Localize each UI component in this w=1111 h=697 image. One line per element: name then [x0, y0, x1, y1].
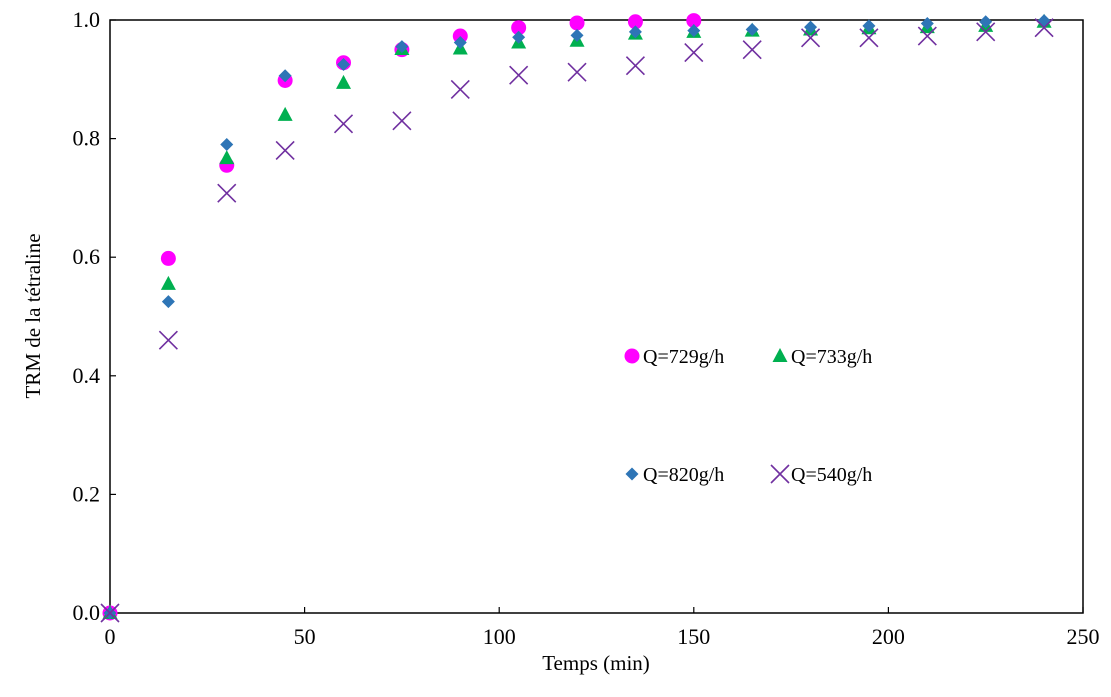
y-tick-label: 0.4	[73, 363, 101, 388]
data-point	[333, 114, 354, 134]
series-q-820g-h	[103, 14, 1051, 620]
axis-tick-labels: 0 50 100 150 200 250 0.0 0.2 0.4 0.6 0.8 1.0	[73, 7, 1100, 649]
axis-ticks	[109, 19, 1084, 614]
legend-label: Q=729g/h	[643, 346, 724, 368]
data-point	[859, 28, 879, 48]
data-point	[976, 22, 996, 42]
x-tick-label: 150	[677, 624, 710, 649]
legend-marker	[624, 348, 640, 364]
data-point	[920, 17, 934, 31]
data-point	[217, 183, 237, 203]
data-point	[917, 26, 937, 46]
legend: Q=729g/h Q=733g/h Q=820g/h Q=540g/h	[624, 346, 872, 486]
data-point	[509, 65, 529, 85]
data-point	[625, 56, 645, 76]
data-point	[742, 40, 762, 60]
data-point	[511, 20, 527, 36]
y-tick-label: 0.2	[73, 481, 101, 506]
data-point	[686, 13, 702, 29]
x-axis-title: Temps (min)	[542, 651, 650, 675]
legend-marker	[625, 467, 639, 481]
data-point	[800, 28, 821, 48]
legend-entry: Q=729g/h	[624, 346, 724, 368]
data-point	[687, 24, 701, 38]
data-point	[979, 15, 993, 29]
y-tick-label: 0.0	[73, 600, 101, 625]
x-tick-label: 0	[105, 624, 116, 649]
data-point	[450, 79, 470, 99]
data-point	[804, 20, 818, 34]
data-point	[220, 138, 234, 152]
data-point	[1034, 18, 1054, 38]
data-point	[219, 150, 235, 165]
x-tick-label: 200	[872, 624, 905, 649]
y-tick-label: 1.0	[73, 7, 101, 32]
data-point	[628, 25, 642, 39]
data-point	[278, 69, 292, 83]
data-marks	[100, 13, 1054, 623]
legend-entry: Q=820g/h	[625, 464, 724, 486]
data-point	[160, 250, 176, 266]
legend-label: Q=733g/h	[791, 346, 872, 368]
data-point	[745, 22, 759, 36]
data-point	[395, 40, 409, 54]
legend-entry: Q=733g/h	[772, 346, 872, 368]
legend-label: Q=540g/h	[791, 464, 872, 486]
legend-marker	[772, 348, 788, 362]
x-tick-label: 250	[1067, 624, 1100, 649]
data-point	[569, 15, 585, 31]
series-q-540g-h	[100, 18, 1054, 623]
y-tick-label: 0.8	[73, 126, 101, 151]
data-point	[570, 28, 584, 42]
y-axis-title: TRM de la tétraline	[21, 233, 45, 398]
data-point	[336, 74, 352, 89]
legend-label: Q=820g/h	[643, 464, 724, 486]
x-tick-label: 50	[294, 624, 316, 649]
data-point	[862, 19, 876, 33]
legend-entry: Q=540g/h	[770, 464, 872, 486]
data-point	[567, 62, 587, 82]
legend-marker	[770, 464, 790, 484]
data-point	[161, 295, 175, 309]
data-point	[453, 36, 467, 50]
data-point	[275, 140, 295, 161]
data-point	[337, 57, 351, 71]
data-point	[160, 275, 176, 290]
data-point	[512, 30, 526, 44]
data-point	[392, 111, 412, 131]
data-point	[277, 106, 293, 121]
data-point	[452, 28, 468, 44]
x-tick-label: 100	[483, 624, 516, 649]
y-tick-label: 0.6	[73, 244, 101, 269]
data-point	[158, 330, 178, 350]
data-point	[684, 43, 704, 63]
data-point	[100, 603, 120, 623]
data-point	[627, 14, 643, 30]
plot-area	[109, 19, 1084, 614]
